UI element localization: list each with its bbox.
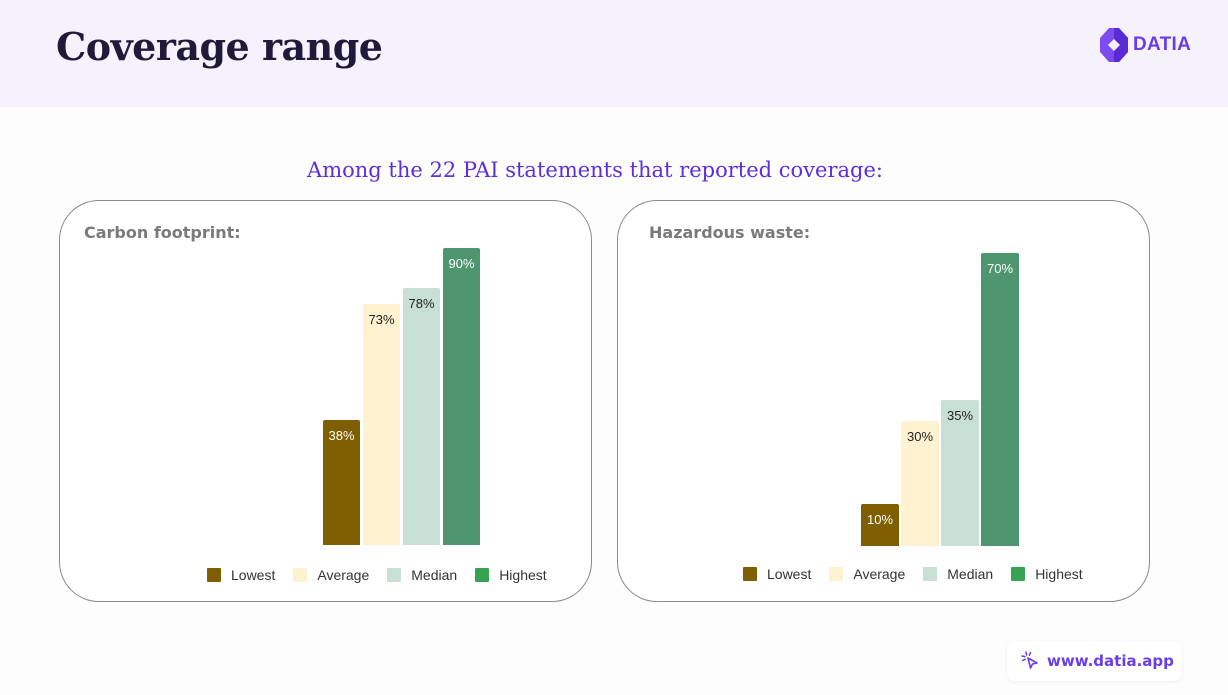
bar-value-label: 30%: [906, 429, 934, 444]
page-title: Coverage range: [56, 24, 383, 69]
legend-swatch: [293, 568, 308, 582]
legend-item-lowest: Lowest: [207, 567, 275, 583]
bar-value-label: 38%: [328, 428, 355, 443]
legend-swatch: [743, 567, 757, 581]
hazardous-waste-bar-chart: 10% 30% 35% 70%: [861, 253, 1026, 546]
chart-subtitle: Among the 22 PAI statements that reporte…: [307, 158, 883, 182]
legend-label: Average: [853, 566, 906, 582]
bar-median: 35%: [941, 400, 979, 546]
carbon-footprint-bar-chart: 38% 73% 78% 90%: [323, 248, 483, 545]
legend-label: Median: [947, 566, 994, 582]
bar-value-label: 10%: [866, 512, 894, 527]
header: Coverage range DATIA: [0, 0, 1228, 107]
bar-highest: 70%: [981, 253, 1019, 546]
legend-label: Lowest: [231, 567, 276, 583]
legend-swatch: [387, 568, 402, 582]
chart-legend: Lowest Average Median Highest: [207, 567, 565, 583]
datia-logo[interactable]: DATIA: [1100, 28, 1191, 62]
bar-average: 73%: [363, 304, 400, 545]
legend-item-average: Average: [829, 566, 905, 582]
bar-value-label: 70%: [986, 261, 1014, 276]
legend-label: Highest: [499, 567, 547, 583]
carbon-footprint-card: Carbon footprint: 38% 73% 78% 90% Lowest Ave…: [59, 200, 592, 602]
legend-swatch: [475, 568, 490, 582]
legend-item-median: Median: [387, 567, 457, 583]
legend-label: Lowest: [767, 566, 812, 582]
bar-highest: 90%: [443, 248, 480, 545]
legend-swatch: [829, 567, 844, 581]
legend-swatch: [923, 567, 938, 581]
legend-item-lowest: Lowest: [743, 566, 811, 582]
legend-item-highest: Highest: [1011, 566, 1083, 582]
legend-label: Median: [411, 567, 458, 583]
legend-item-average: Average: [293, 567, 369, 583]
bar-value-label: 35%: [946, 408, 974, 423]
bar-value-label: 78%: [408, 296, 435, 311]
datia-logo-icon: [1100, 28, 1128, 62]
cursor-click-icon: [1021, 651, 1038, 669]
bar-average: 30%: [901, 421, 939, 546]
legend-swatch: [1011, 567, 1026, 581]
bar-value-label: 90%: [448, 256, 475, 271]
website-url: www.datia.app: [1047, 652, 1174, 670]
legend-label: Average: [317, 567, 370, 583]
bar-value-label: 73%: [368, 312, 395, 327]
card-title: Hazardous waste:: [649, 223, 811, 242]
legend-item-median: Median: [923, 566, 993, 582]
chart-legend: Lowest Average Median Highest: [743, 566, 1101, 582]
legend-swatch: [207, 568, 221, 582]
bar-median: 78%: [403, 288, 440, 545]
legend-item-highest: Highest: [475, 567, 547, 583]
logo-text: DATIA: [1133, 34, 1192, 55]
hazardous-waste-card: Hazardous waste: 10% 30% 35% 70% Lowest Aver…: [617, 200, 1150, 602]
bar-lowest: 38%: [323, 420, 360, 545]
legend-label: Highest: [1035, 566, 1083, 582]
card-title: Carbon footprint:: [84, 223, 241, 242]
website-link[interactable]: www.datia.app: [1007, 641, 1182, 681]
bar-lowest: 10%: [861, 504, 899, 546]
